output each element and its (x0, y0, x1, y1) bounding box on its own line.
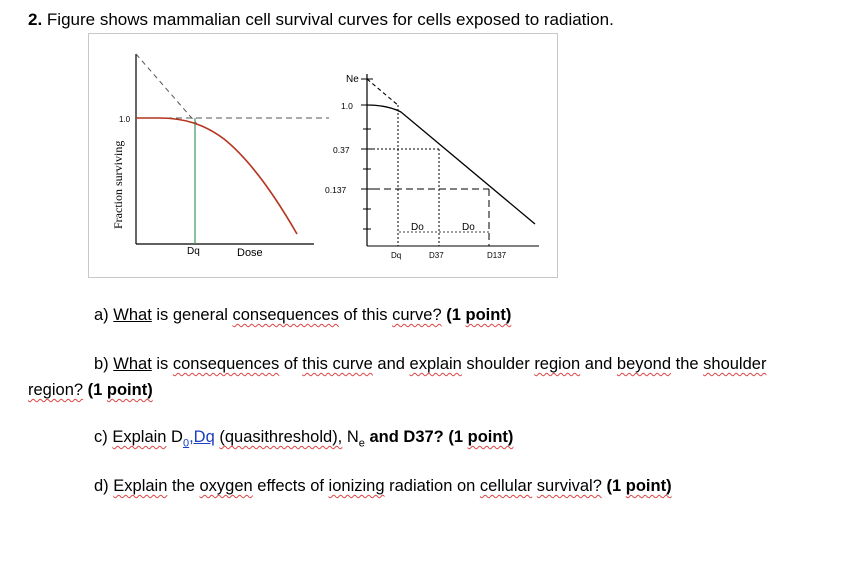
question-title-text: Figure shows mammalian cell survival cur… (46, 10, 614, 29)
question-b-text-5: and (580, 355, 617, 373)
question-b-word-6: beyond (616, 355, 672, 373)
question-number: 2. (28, 10, 43, 29)
question-d-word-6: point) (625, 477, 672, 495)
question-a-word-3: curve? (392, 306, 442, 324)
question-c-link[interactable]: ,Dq (189, 428, 215, 446)
right-xlabel-dq: Dq (391, 251, 401, 260)
question-b-word-5: region (534, 355, 581, 373)
question-b-word-2: consequences (172, 355, 280, 373)
question-a-word-2: consequences (232, 306, 339, 324)
question-d-prefix: d) (94, 477, 114, 495)
survival-curve-figure: 1.0 Fraction surviving Dq Dose Ne (88, 33, 558, 278)
question-d-word-5: survival? (536, 477, 602, 495)
question-c-sub-1: 0 (182, 437, 190, 450)
question-b-word-3: this curve (302, 355, 373, 373)
question-b-line-1: b) What is consequences of this curve an… (94, 355, 766, 374)
right-xlabel-d37: D37 (429, 251, 444, 260)
question-d: d) Explain the oxygen effects of ionizin… (94, 477, 672, 496)
right-extrapolation-line (366, 78, 400, 107)
right-ytick-0137: 0.137 (325, 185, 347, 195)
question-a-prefix: a) (94, 306, 114, 324)
question-c-word-3: point) (467, 428, 514, 446)
question-b-text-1: is (151, 355, 173, 373)
left-ylabel: Fraction surviving (111, 141, 125, 229)
right-ytick-1: 1.0 (341, 101, 353, 111)
right-ytick-037: 0.37 (333, 145, 350, 155)
question-c-text-1: D (166, 428, 183, 446)
question-b-text-3: and (372, 355, 410, 373)
question-c-sub-2: e (358, 437, 365, 450)
question-a-text-1: is general (151, 306, 233, 324)
left-ytick: 1.0 (119, 115, 131, 124)
question-c-text-4: and D37? (1 (364, 428, 468, 446)
question-b-line2-text-1: (1 (83, 381, 107, 399)
question-b-word-4: explain (409, 355, 462, 373)
right-survival-curve (366, 104, 536, 225)
question-b-line-2: region? (1 point) (28, 381, 153, 400)
question-b-text-6: the (671, 355, 704, 373)
question-d-word-4: cellular (479, 477, 533, 495)
question-a-text-2: of this (338, 306, 393, 324)
left-survival-curve (136, 117, 298, 235)
question-d-text-1: the (167, 477, 200, 495)
question-d-word-1: Explain (113, 477, 168, 495)
question-b-word-1: What (113, 355, 152, 373)
right-do-label-2: Do (462, 222, 475, 233)
question-title: 2. Figure shows mammalian cell survival … (28, 10, 614, 30)
question-b-line2-word-1: region? (28, 381, 84, 399)
question-d-word-2: oxygen (199, 477, 253, 495)
question-c-word-2: (quasithreshold), (219, 428, 343, 446)
question-c-text-3: N (342, 428, 359, 446)
question-c: c) Explain D0,Dq (quasithreshold), Ne an… (94, 428, 513, 449)
question-d-word-3: ionizing (328, 477, 385, 495)
question-b-line2-word-2: point) (106, 381, 153, 399)
left-xlabel-dose: Dose (237, 247, 263, 259)
question-a-word-4: point) (465, 306, 512, 324)
question-d-text-5: (1 (601, 477, 626, 495)
question-d-text-3: radiation on (384, 477, 480, 495)
question-b-prefix: b) (94, 355, 114, 373)
question-a-text-3: (1 (441, 306, 466, 324)
question-d-text-2: effects of (252, 477, 329, 495)
right-ne-label: Ne (346, 74, 359, 85)
right-xlabel-d137: D137 (487, 251, 507, 260)
left-extrapolation-line (135, 53, 198, 125)
question-c-word-1: Explain (112, 428, 167, 446)
question-b-text-2: of (279, 355, 303, 373)
question-a: a) What is general consequences of this … (94, 306, 511, 325)
left-xlabel-dq: Dq (187, 246, 200, 257)
question-b-word-7: shoulder (703, 355, 767, 373)
right-do-label-1: Do (411, 222, 424, 233)
question-c-prefix: c) (94, 428, 113, 446)
question-b-text-4: shoulder (461, 355, 535, 373)
question-a-word-1: What (113, 306, 152, 324)
survival-curve-svg: 1.0 Fraction surviving Dq Dose Ne (111, 53, 539, 260)
